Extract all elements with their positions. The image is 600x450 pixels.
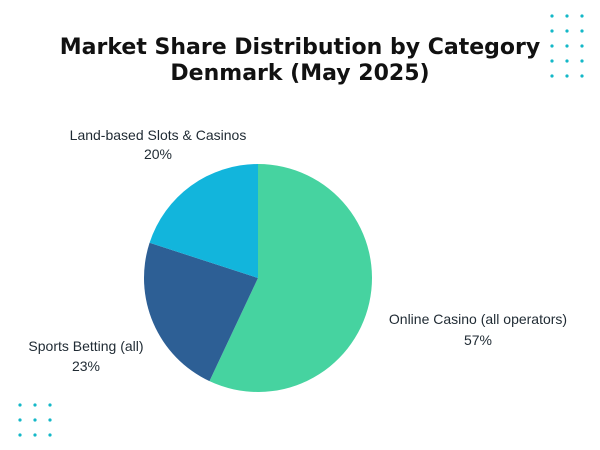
slice-value-label: 23% — [72, 358, 100, 374]
decorative-dot — [580, 74, 584, 78]
decorative-dot — [550, 74, 554, 78]
decorative-dot — [18, 418, 22, 422]
decorative-dot — [565, 14, 569, 18]
decorative-dot — [48, 403, 52, 407]
decorative-dot-grid-top-right — [550, 14, 584, 78]
slice-category-label: Sports Betting (all) — [28, 338, 143, 354]
decorative-dot — [565, 59, 569, 63]
decorative-dot — [33, 418, 37, 422]
slice-label-sports-betting: Sports Betting (all) 23% — [28, 338, 143, 374]
decorative-dot — [550, 44, 554, 48]
decorative-dot — [580, 14, 584, 18]
decorative-dot — [48, 418, 52, 422]
pie-slice-online-casino — [209, 164, 372, 392]
pie-slice-land-based — [149, 164, 258, 278]
decorative-dot-grid-bottom-left — [18, 403, 52, 437]
decorative-dot — [18, 403, 22, 407]
decorative-dot — [550, 29, 554, 33]
decorative-dot — [18, 433, 22, 437]
slice-value-label: 57% — [464, 332, 492, 348]
decorative-dot — [580, 44, 584, 48]
decorative-dot — [565, 74, 569, 78]
decorative-dot — [33, 433, 37, 437]
decorative-dot — [33, 403, 37, 407]
slice-label-land-based: Land-based Slots & Casinos 20% — [70, 127, 247, 162]
decorative-dot — [565, 29, 569, 33]
pie-slices — [143, 164, 372, 392]
chart-subtitle: Denmark (May 2025) — [170, 61, 429, 86]
decorative-dot — [565, 44, 569, 48]
decorative-dot — [580, 29, 584, 33]
decorative-dot — [580, 59, 584, 63]
chart-title: Market Share Distribution by Category — [60, 35, 540, 60]
slice-category-label: Online Casino (all operators) — [389, 311, 567, 327]
decorative-dot — [550, 59, 554, 63]
decorative-dot — [48, 433, 52, 437]
slice-category-label: Land-based Slots & Casinos — [70, 127, 247, 143]
slice-value-label: 20% — [144, 146, 172, 162]
pie-slice-sports-betting — [143, 242, 258, 382]
decorative-dot — [550, 14, 554, 18]
slice-label-online-casino: Online Casino (all operators) 57% — [389, 311, 567, 348]
